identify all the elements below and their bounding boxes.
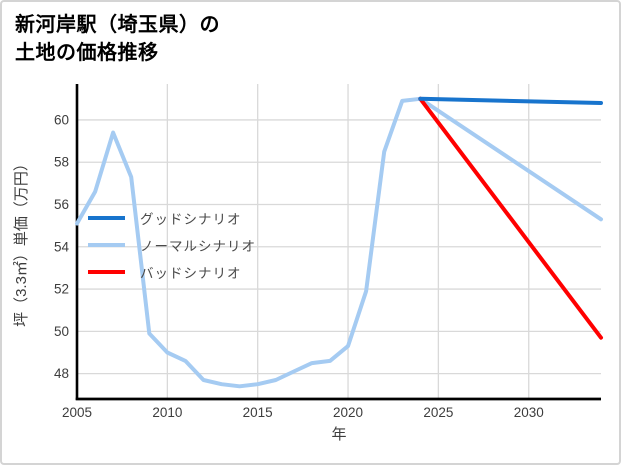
series-line-normal <box>75 96 603 389</box>
x-tick-label: 2015 <box>243 405 273 420</box>
series-line-good <box>418 96 603 105</box>
x-tick-label: 2010 <box>152 405 182 420</box>
x-tick-label: 2030 <box>514 405 544 420</box>
legend-label-good: グッドシナリオ <box>140 211 242 227</box>
legend-swatch-good <box>88 215 125 220</box>
legend-swatch-bad <box>88 269 125 274</box>
legend-item-normal: ノーマルシナリオ <box>88 231 256 258</box>
y-tick-label: 54 <box>54 239 70 254</box>
x-tick-label: 2025 <box>423 405 453 420</box>
y-tick-label: 48 <box>54 366 69 381</box>
chart-title-line1: 新河岸駅（埼玉県）の <box>15 14 220 36</box>
y-tick-label: 56 <box>54 197 69 212</box>
x-tick-label: 2020 <box>333 405 363 420</box>
y-tick-label: 60 <box>54 112 69 127</box>
x-axis-label: 年 <box>331 426 346 443</box>
y-tick-label: 50 <box>54 324 69 339</box>
y-tick-label: 52 <box>54 282 69 297</box>
series-line-bad <box>418 96 603 340</box>
legend-swatch-normal <box>88 242 125 247</box>
legend-item-good: グッドシナリオ <box>88 204 256 231</box>
legend-item-bad: バッドシナリオ <box>88 258 256 285</box>
legend: グッドシナリオ ノーマルシナリオ バッドシナリオ <box>88 204 256 285</box>
chart-title: 新河岸駅（埼玉県）の 土地の価格推移 <box>15 11 220 67</box>
chart-title-line2: 土地の価格推移 <box>15 42 159 64</box>
x-tick-label: 2005 <box>62 405 92 420</box>
y-tick-label: 58 <box>54 155 69 170</box>
legend-label-bad: バッドシナリオ <box>140 265 242 281</box>
legend-label-normal: ノーマルシナリオ <box>140 238 256 254</box>
y-axis-label: 坪（3.3㎡）単価（万円） <box>13 156 30 327</box>
